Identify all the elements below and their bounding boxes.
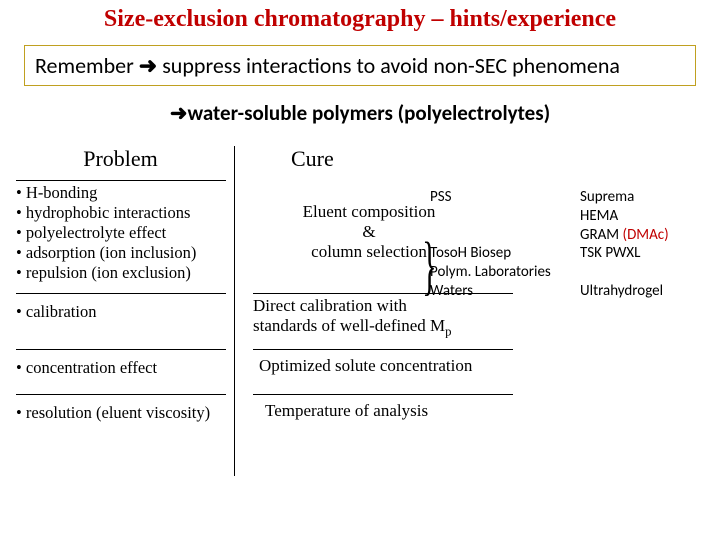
- problem-item: • H-bonding: [16, 183, 225, 203]
- vendor-item: GRAM (DMAc): [580, 226, 710, 245]
- divider: [16, 180, 226, 181]
- vendor-item: Ultrahydrogel: [580, 282, 710, 301]
- table-row: • concentration effect Optimized solute …: [16, 343, 706, 388]
- cure-line: Temperature of analysis: [241, 397, 700, 425]
- problem-item: • polyelectrolyte effect: [16, 223, 225, 243]
- header-cure: Cure: [231, 142, 706, 174]
- cure-line: Optimized solute concentration: [241, 352, 700, 380]
- slide-title: Size-exclusion chromatography – hints/ex…: [0, 0, 720, 33]
- problem-cell: • resolution (eluent viscosity): [16, 388, 231, 433]
- vendor-item: Suprema: [580, 188, 710, 207]
- header-problem: Problem: [16, 142, 231, 174]
- problem-item: • concentration effect: [16, 352, 225, 384]
- vendor-item: [580, 263, 710, 282]
- divider: [16, 349, 226, 350]
- problem-cell: • H-bonding • hydrophobic interactions •…: [16, 174, 231, 287]
- cure-cell: Temperature of analysis: [231, 388, 706, 429]
- vendor-item: TSK PWXL: [580, 244, 710, 263]
- problem-item: • repulsion (ion exclusion): [16, 263, 225, 283]
- vendor-item: PSS: [430, 188, 580, 207]
- problem-cell: • concentration effect: [16, 343, 231, 388]
- dmac-note: (DMAc): [623, 226, 669, 244]
- vendor-item: Polym. Laboratories: [430, 263, 580, 282]
- cure-line: Direct calibration with: [253, 296, 407, 315]
- vendor-col-1: PSS TosoH Biosep Polym. Laboratories Wat…: [430, 188, 580, 301]
- callout-box: Remember ➜ suppress interactions to avoi…: [24, 45, 696, 86]
- callout-text: suppress interactions to avoid non-SEC p…: [162, 52, 620, 79]
- table-row: • resolution (eluent viscosity) Temperat…: [16, 388, 706, 433]
- vertical-divider: [234, 146, 235, 476]
- cure-cell: Optimized solute concentration: [231, 343, 706, 384]
- vendor-list: PSS TosoH Biosep Polym. Laboratories Wat…: [430, 188, 710, 301]
- callout-prefix: Remember: [35, 52, 134, 79]
- vendor-item: Waters: [430, 282, 580, 301]
- divider: [16, 394, 226, 395]
- divider: [253, 349, 513, 350]
- divider: [16, 293, 226, 294]
- problem-item: • adsorption (ion inclusion): [16, 243, 225, 263]
- vendor-item: HEMA: [580, 207, 710, 226]
- subheading: ➜water-soluble polymers (polyelectrolyte…: [0, 100, 720, 126]
- problem-item: • resolution (eluent viscosity): [16, 397, 225, 429]
- cure-line: standards of well-defined M: [253, 316, 445, 335]
- subscript: p: [445, 324, 451, 338]
- divider: [253, 394, 513, 395]
- vendor-col-2: Suprema HEMA GRAM (DMAc) TSK PWXL Ultrah…: [580, 188, 710, 301]
- subhead-text: water-soluble polymers (polyelectrolytes…: [187, 100, 550, 126]
- table-header-row: Problem Cure: [16, 142, 706, 174]
- arrow-icon: ➜: [170, 100, 188, 126]
- problem-cell: • calibration: [16, 287, 231, 332]
- problem-item: • calibration: [16, 296, 225, 328]
- vendor-item: [430, 207, 580, 226]
- vendor-item: [430, 226, 580, 245]
- arrow-icon: ➜: [139, 52, 157, 79]
- vendor-item: TosoH Biosep: [430, 244, 580, 263]
- problem-item: • hydrophobic interactions: [16, 203, 225, 223]
